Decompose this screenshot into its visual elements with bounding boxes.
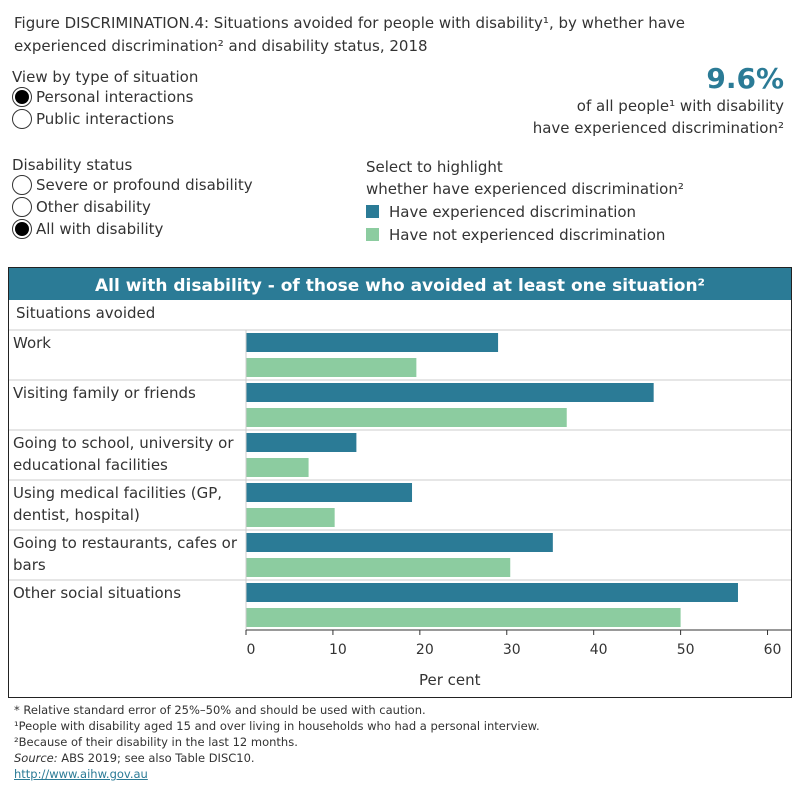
bar-chart: Work Visiting family or friends Going to s… (9, 329, 791, 689)
radio-severe[interactable]: Severe or profound disability (12, 174, 253, 196)
bar (246, 433, 357, 452)
x-tick-label: 40 (590, 642, 608, 658)
category-label: Other social situations (13, 584, 182, 602)
category-label-text: Work (13, 334, 51, 352)
view-by-label: View by type of situation (12, 68, 199, 86)
radio-other[interactable]: Other disability (12, 196, 253, 218)
bar (246, 458, 309, 477)
radio-label: Other disability (36, 198, 151, 216)
legend-label: Have experienced discrimination (389, 202, 637, 221)
radio-label: Personal interactions (36, 88, 194, 106)
x-tick-label: 50 (677, 642, 695, 658)
bar (246, 558, 511, 577)
x-axis-label: Per cent (419, 671, 481, 689)
radio-label: Public interactions (36, 110, 175, 128)
category-label-text: Visiting family or friends (13, 384, 196, 402)
radio-selected-icon[interactable] (12, 87, 32, 107)
radio-all[interactable]: All with disability (12, 218, 253, 240)
category-label: Going to restaurants, cafes or bars (13, 534, 238, 574)
footnote: ¹People with disability aged 15 and over… (14, 719, 540, 733)
radio-selected-icon[interactable] (12, 219, 32, 239)
x-tick-label: 20 (416, 642, 434, 658)
x-tick-label: 60 (764, 642, 782, 658)
x-tick-label: 0 (247, 642, 256, 658)
disability-status-label: Disability status (12, 156, 133, 174)
bar (246, 333, 499, 352)
x-tick-label: 30 (503, 642, 521, 658)
category-label-text: Going to restaurants, cafes or bars (13, 534, 238, 574)
source-text: ABS 2019; see also Table DISC10. (57, 751, 255, 765)
radio-personal-interactions[interactable]: Personal interactions (12, 86, 198, 108)
radio-public-interactions[interactable]: Public interactions (12, 108, 198, 130)
category-label: Using medical facilities (GP, dentist, h… (13, 484, 223, 524)
bar (246, 608, 681, 627)
legend-subtitle: whether have experienced discrimination² (366, 180, 684, 198)
aihw-link[interactable]: http://www.aihw.gov.au (14, 767, 148, 781)
bar (246, 483, 413, 502)
category-label-text: Other social situations (13, 584, 182, 602)
kpi: 9.6% of all people¹ with disability have… (533, 62, 784, 139)
bar (246, 383, 654, 402)
bar (246, 408, 567, 427)
kpi-line2: have experienced discrimination² (532, 119, 784, 137)
view-by-filter: View by type of situation Personal inter… (12, 68, 198, 130)
kpi-value: 9.6% (706, 62, 784, 95)
legend-item-experienced[interactable]: Have experienced discrimination (366, 200, 684, 223)
legend: Select to highlight whether have experie… (366, 156, 684, 246)
figure-title: Figure DISCRIMINATION.4: Situations avoi… (14, 14, 686, 55)
radio-label: All with disability (36, 220, 164, 238)
source-note: Source: ABS 2019; see also Table DISC10. (14, 750, 540, 766)
kpi-line1: of all people¹ with disability (576, 97, 784, 115)
x-tick-label: 10 (329, 642, 347, 658)
chart-frame: All with disability - of those who avoid… (8, 267, 792, 698)
chart-title: All with disability - of those who avoid… (9, 268, 791, 300)
category-label: Going to school, university or education… (13, 434, 234, 474)
legend-item-not-experienced[interactable]: Have not experienced discrimination (366, 223, 684, 246)
row-header: Situations avoided (16, 304, 156, 322)
footnote: ²Because of their disability in the last… (14, 735, 298, 749)
footnote: * Relative standard error of 25%–50% and… (14, 703, 426, 717)
radio-unselected-icon[interactable] (12, 175, 32, 195)
category-label: Visiting family or friends (13, 384, 196, 402)
radio-label: Severe or profound disability (36, 176, 253, 194)
bar (246, 583, 738, 602)
radio-unselected-icon[interactable] (12, 197, 32, 217)
disability-status-filter: Disability status Severe or profound dis… (12, 156, 253, 240)
bar (246, 358, 417, 377)
bar (246, 533, 553, 552)
source-label: Source: (14, 751, 58, 765)
bar (246, 508, 335, 527)
category-label-text: Going to school, university or education… (13, 434, 234, 474)
legend-title: Select to highlight (366, 158, 503, 176)
category-label: Work (13, 334, 51, 352)
legend-swatch (366, 228, 379, 241)
footnotes: * Relative standard error of 25%–50% and… (14, 702, 540, 782)
radio-unselected-icon[interactable] (12, 109, 32, 129)
legend-swatch (366, 205, 379, 218)
legend-label: Have not experienced discrimination (389, 225, 666, 244)
category-label-text: Using medical facilities (GP, dentist, h… (13, 484, 223, 524)
